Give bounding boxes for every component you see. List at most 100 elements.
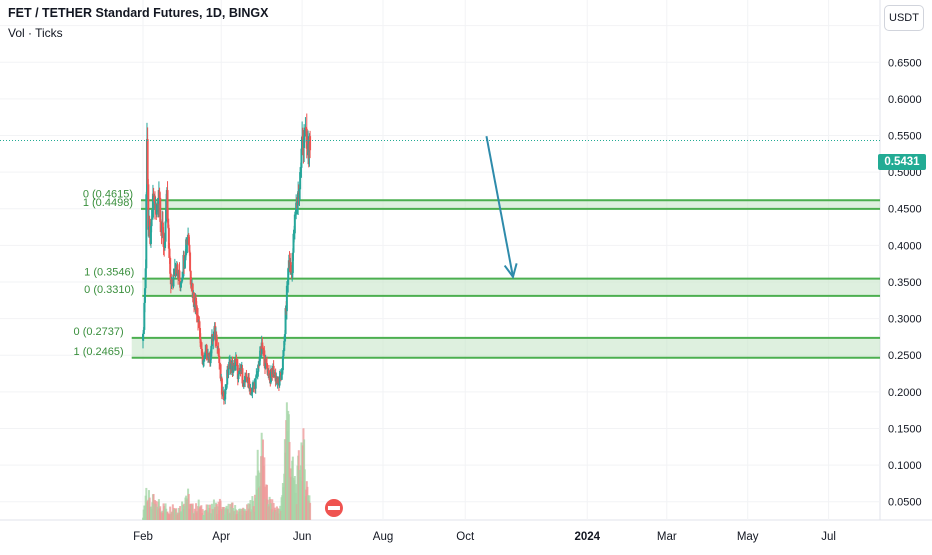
annotations <box>0 136 880 517</box>
y-tick-label: 0.2000 <box>888 387 922 399</box>
indicator-label: Vol · Ticks <box>8 26 63 40</box>
candle-body <box>200 346 203 349</box>
candle-body <box>168 248 171 258</box>
candle-body <box>214 325 217 340</box>
candle-body <box>264 358 267 369</box>
candle-body <box>278 375 281 386</box>
candle-body <box>246 376 249 383</box>
candle-body <box>286 284 289 286</box>
candle-body <box>238 371 241 375</box>
volume-bar <box>191 503 194 520</box>
candle-body <box>195 297 198 306</box>
y-tick-label: 0.3000 <box>888 314 922 326</box>
candle-body <box>232 365 235 373</box>
candle-body <box>153 195 156 210</box>
candle-body <box>282 350 285 357</box>
candle-body <box>245 373 248 377</box>
candle-body <box>303 133 306 137</box>
candle-body <box>148 221 151 227</box>
candle-body <box>205 345 208 354</box>
zone-label-bottom: 0 (0.3310) <box>84 284 134 296</box>
volume-bar <box>195 503 198 520</box>
candle-body <box>303 136 306 148</box>
candle-body <box>226 369 229 385</box>
candle-body <box>292 233 295 253</box>
volume-bar <box>208 504 211 520</box>
candle-body <box>309 136 312 151</box>
candle-body <box>159 221 162 229</box>
candle-body <box>178 270 181 281</box>
candle-body <box>167 218 170 228</box>
candle-body <box>203 359 205 361</box>
candle-body <box>299 167 302 173</box>
candle-body <box>181 278 184 282</box>
candle-body <box>143 302 146 330</box>
candle-body <box>218 355 221 363</box>
candle-body <box>176 264 179 274</box>
candle-body <box>183 260 186 268</box>
candle-body <box>272 365 275 377</box>
candle-body <box>251 387 254 393</box>
candle-body <box>234 365 237 371</box>
volume-bar <box>271 499 274 520</box>
candle-body <box>145 194 148 269</box>
candle-body <box>284 308 287 335</box>
candle-body <box>186 237 189 245</box>
legend: FET / TETHER Standard Futures, 1D, BINGX… <box>8 6 268 40</box>
candle-body <box>287 268 290 285</box>
candle-body <box>166 190 169 219</box>
volume-bar <box>295 484 298 520</box>
candle-body <box>224 388 227 390</box>
candle-body <box>163 246 166 248</box>
candle-body <box>181 276 184 279</box>
candle-body <box>283 334 286 341</box>
candle-body <box>299 172 302 190</box>
candle-body <box>201 348 204 353</box>
zone-label-top: 1 (0.3546) <box>84 267 134 279</box>
candle-body <box>228 361 231 369</box>
candle-body <box>158 191 161 198</box>
volume-bar <box>206 504 209 520</box>
y-tick-label: 0.0500 <box>888 497 922 509</box>
candle-body <box>187 234 190 245</box>
candle-body <box>258 356 261 366</box>
candle-body <box>248 377 251 384</box>
candle-body <box>280 374 283 379</box>
candle-body <box>197 315 200 323</box>
candle-body <box>173 268 176 276</box>
candle-body <box>142 333 144 341</box>
y-tick-label: 0.4500 <box>888 204 922 216</box>
candle-body <box>212 335 215 342</box>
price-axis[interactable]: 0.70000.65000.60000.55000.50000.45000.40… <box>888 21 922 509</box>
candle-body <box>159 197 162 222</box>
x-tick-label: Jul <box>821 531 836 543</box>
volume-bar <box>300 442 303 520</box>
candle-body <box>242 381 245 387</box>
candle-body <box>204 351 207 355</box>
candle-body <box>171 279 174 284</box>
time-axis[interactable]: Feb Apr Jun Aug Oct 2024 Mar May Jul <box>133 531 836 543</box>
volume-bar <box>215 504 218 520</box>
candle-body <box>169 257 172 274</box>
projection-arrow-shaft <box>485 136 514 278</box>
candle-body <box>262 348 265 351</box>
candle-body <box>255 374 258 379</box>
candle-body <box>223 399 226 401</box>
volume-bar <box>222 506 225 520</box>
x-tick-label: Mar <box>657 531 677 543</box>
candle-body <box>241 368 244 384</box>
candle-body <box>274 374 277 382</box>
candle-body <box>147 184 150 230</box>
zone-label-bottom: 1 (0.2465) <box>74 346 124 358</box>
candle-body <box>155 204 158 215</box>
candle-body <box>265 358 268 364</box>
candle-body <box>149 226 152 244</box>
candle-body <box>291 252 294 274</box>
currency-button[interactable]: USDT <box>884 5 924 31</box>
y-tick-label: 0.5000 <box>888 167 922 179</box>
x-tick-label: Feb <box>133 531 153 543</box>
candle-body <box>273 373 276 377</box>
candle-body <box>199 328 202 340</box>
